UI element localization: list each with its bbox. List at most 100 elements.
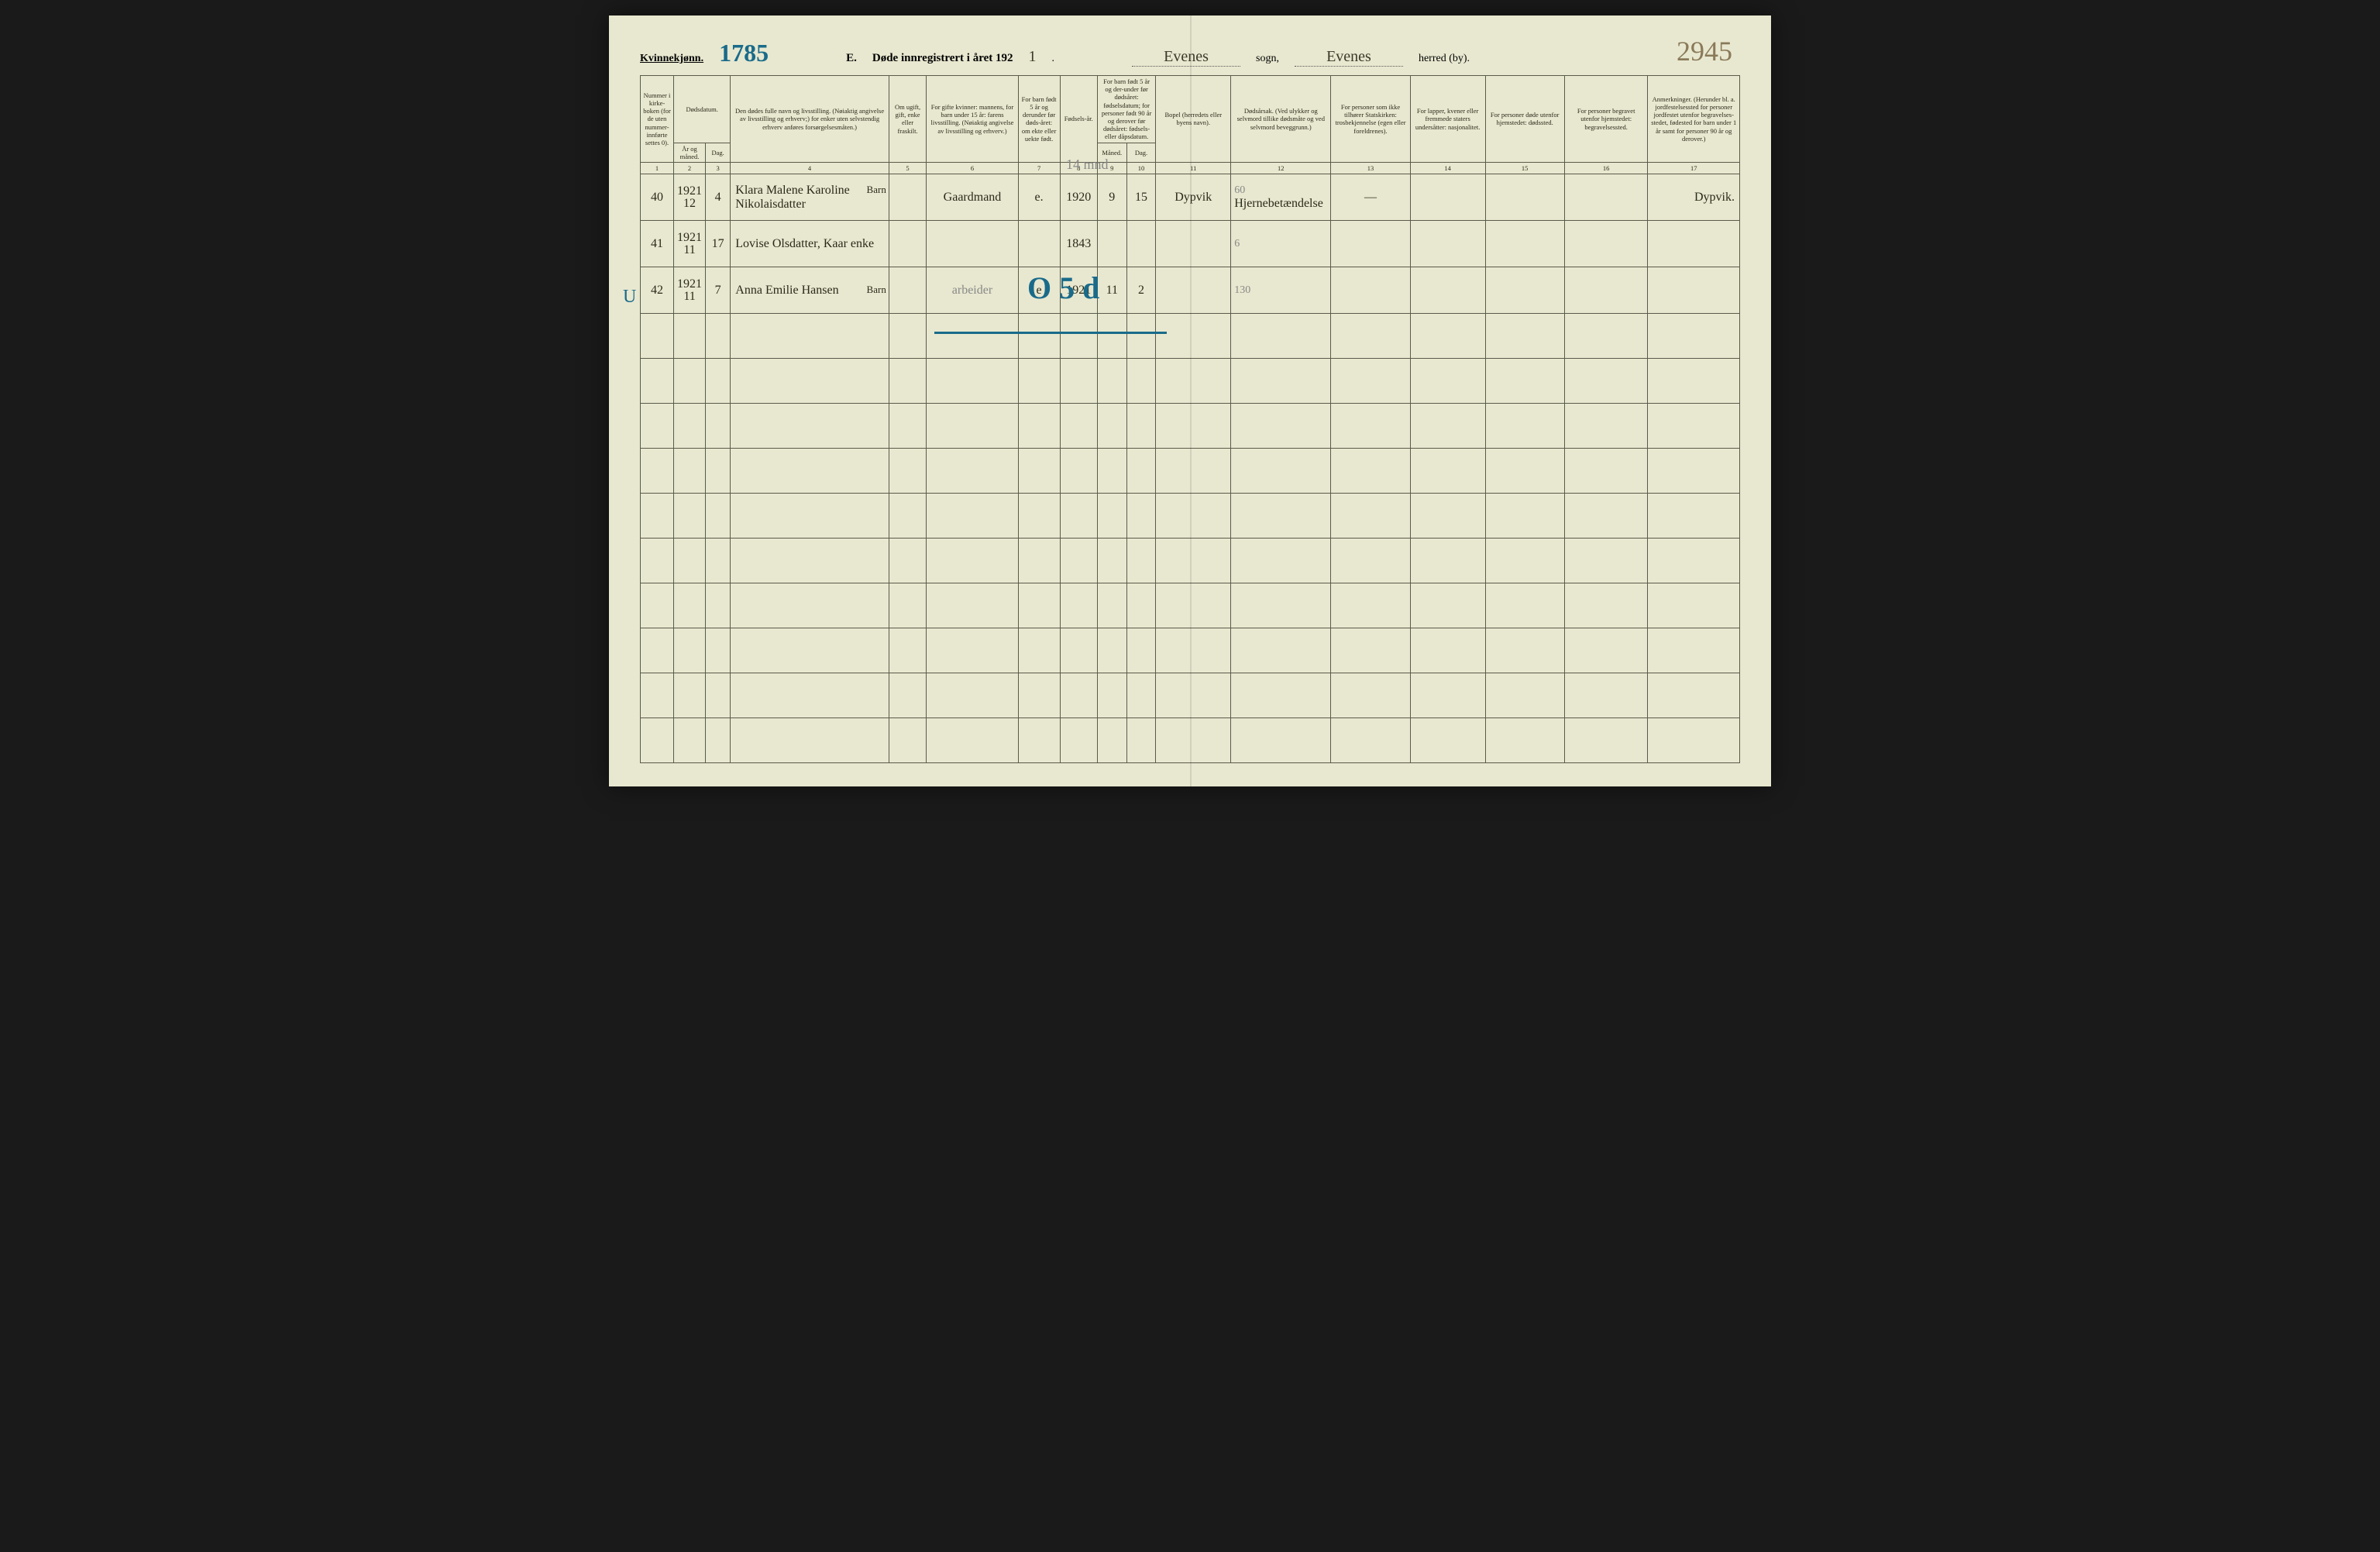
table-cell	[1485, 174, 1564, 221]
table-cell	[1331, 583, 1410, 628]
table-cell	[641, 718, 674, 763]
table-cell: 60Hjernebetændelse	[1231, 174, 1331, 221]
table-cell	[1564, 404, 1648, 449]
table-body: 401921124BarnKlara Malene Karoline Nikol…	[641, 174, 1740, 763]
table-cell	[641, 539, 674, 583]
table-cell	[674, 718, 706, 763]
table-cell	[1485, 267, 1564, 314]
table-cell: arbeider	[927, 267, 1018, 314]
table-cell	[927, 628, 1018, 673]
page-number-left: 1785	[719, 39, 769, 67]
table-cell	[1410, 628, 1485, 673]
table-cell	[1097, 449, 1126, 494]
table-cell	[1156, 539, 1231, 583]
table-cell	[1410, 359, 1485, 404]
table-cell	[889, 718, 926, 763]
table-cell	[1648, 583, 1740, 628]
page-number-right: 2945	[1677, 35, 1732, 67]
column-header: År og måned.	[674, 143, 706, 162]
table-cell	[1331, 221, 1410, 267]
table-row	[641, 494, 1740, 539]
table-cell	[927, 718, 1018, 763]
table-cell	[731, 673, 889, 718]
table-cell	[1156, 494, 1231, 539]
table-cell	[1097, 539, 1126, 583]
table-cell: 7	[705, 267, 730, 314]
table-cell	[1018, 673, 1060, 718]
table-cell: 15	[1126, 174, 1156, 221]
table-cell	[1060, 404, 1097, 449]
form-title: Døde innregistrert i året 192	[872, 52, 1013, 65]
table-cell	[889, 449, 926, 494]
table-cell	[1060, 539, 1097, 583]
table-cell	[705, 494, 730, 539]
district-label: herred (by).	[1419, 53, 1470, 65]
table-cell	[1564, 449, 1648, 494]
column-header: Fødsels-år.	[1060, 76, 1097, 163]
table-row	[641, 583, 1740, 628]
table-cell: 2	[1126, 267, 1156, 314]
table-cell	[641, 494, 674, 539]
table-cell	[1485, 583, 1564, 628]
table-cell	[889, 174, 926, 221]
table-cell	[889, 404, 926, 449]
table-cell	[889, 267, 926, 314]
pencil-note: 14 mnd	[1066, 157, 1109, 173]
column-header: 4	[731, 162, 889, 174]
table-cell	[927, 673, 1018, 718]
parish-value: Evenes	[1132, 48, 1240, 67]
table-cell: 1921	[1060, 267, 1097, 314]
table-cell	[1156, 359, 1231, 404]
table-cell: 42	[641, 267, 674, 314]
table-cell	[1648, 221, 1740, 267]
form-title-prefix: E.	[846, 52, 857, 65]
table-row	[641, 359, 1740, 404]
year-suffix: 1	[1029, 48, 1037, 66]
table-cell	[1126, 583, 1156, 628]
table-cell: 192111	[674, 267, 706, 314]
table-cell	[1410, 174, 1485, 221]
table-cell	[1231, 314, 1331, 359]
table-cell	[1485, 359, 1564, 404]
table-cell	[1485, 404, 1564, 449]
table-cell	[1485, 628, 1564, 673]
table-cell	[674, 583, 706, 628]
table-cell	[1331, 628, 1410, 673]
table-cell: 11	[1097, 267, 1126, 314]
table-cell	[1060, 628, 1097, 673]
table-cell	[1060, 673, 1097, 718]
table-cell: 17	[705, 221, 730, 267]
table-cell	[674, 359, 706, 404]
table-cell	[1018, 718, 1060, 763]
column-header: 15	[1485, 162, 1564, 174]
table-row	[641, 449, 1740, 494]
table-cell	[1126, 539, 1156, 583]
ledger-table: Nummer i kirke-boken (for de uten nummer…	[640, 75, 1740, 763]
table-cell	[889, 494, 926, 539]
table-cell	[927, 404, 1018, 449]
table-cell	[1156, 628, 1231, 673]
table-cell	[731, 539, 889, 583]
table-cell	[1648, 314, 1740, 359]
table-row	[641, 404, 1740, 449]
table-cell	[1485, 221, 1564, 267]
table-cell	[1018, 494, 1060, 539]
table-cell	[1564, 359, 1648, 404]
table-cell	[1410, 449, 1485, 494]
table-cell	[1331, 718, 1410, 763]
table-cell	[1648, 718, 1740, 763]
column-header: Dag.	[1126, 143, 1156, 162]
table-cell	[1156, 673, 1231, 718]
district-value: Evenes	[1295, 48, 1403, 67]
table-cell	[641, 359, 674, 404]
table-cell	[1097, 494, 1126, 539]
table-cell	[705, 673, 730, 718]
table-row	[641, 539, 1740, 583]
table-cell	[1018, 359, 1060, 404]
table-cell	[1564, 314, 1648, 359]
table-row: 421921117BarnAnna Emilie Hansenarbeidere…	[641, 267, 1740, 314]
table-cell	[1331, 673, 1410, 718]
table-cell	[731, 583, 889, 628]
column-header: 10	[1126, 162, 1156, 174]
gender-label: Kvinnekjønn.	[640, 53, 703, 65]
